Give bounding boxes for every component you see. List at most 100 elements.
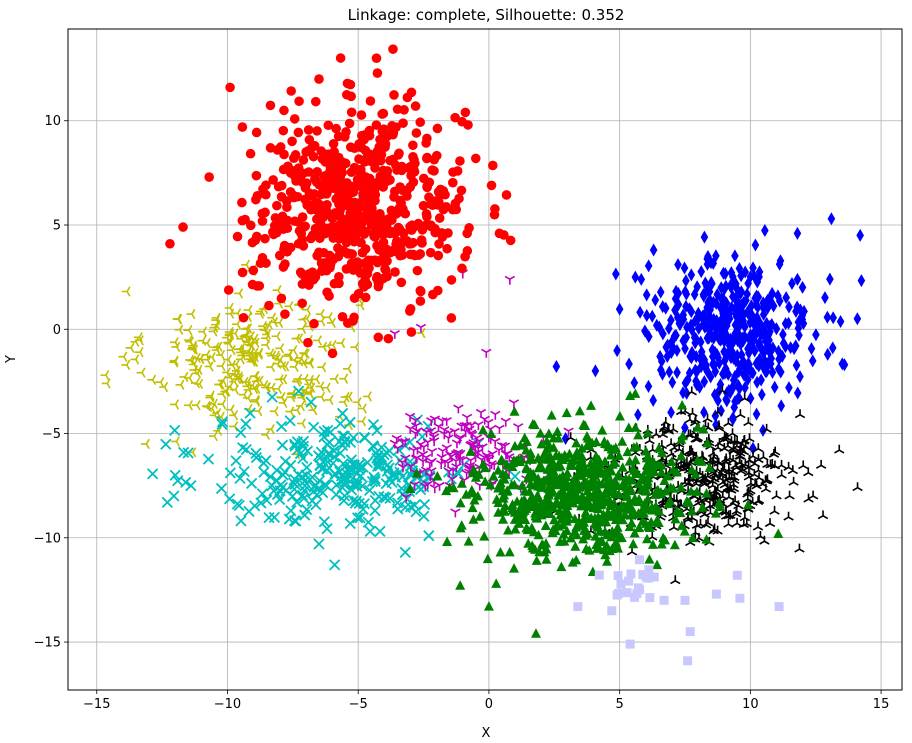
data-point [405,424,416,434]
data-point [576,493,587,503]
data-point [452,448,464,458]
data-point [354,154,364,164]
data-point [242,392,252,404]
data-point [245,477,258,490]
data-point [165,238,175,249]
data-point [273,181,284,192]
data-point [686,506,697,516]
data-point [673,366,681,380]
data-point [155,377,165,388]
data-point [631,270,640,284]
data-point [230,455,242,467]
data-point [147,374,157,385]
data-point [339,373,349,384]
data-point [504,546,515,557]
data-point [666,456,677,467]
data-point [462,246,473,256]
data-point [710,508,721,518]
data-point [597,425,608,435]
data-point [613,589,623,599]
data-point [293,127,304,138]
data-point [456,422,467,432]
data-point [755,270,763,284]
data-point [640,446,651,456]
data-point [552,359,561,373]
data-point [755,530,766,540]
data-point [286,86,296,96]
data-point [482,553,493,564]
data-point [371,53,382,63]
data-point [753,443,764,453]
data-point [561,432,570,446]
data-point [378,273,388,284]
data-point [313,335,323,346]
data-point [240,214,250,225]
data-point [742,365,750,379]
data-point [607,526,618,536]
data-point [268,175,278,185]
data-point [753,300,762,314]
data-point [309,140,320,151]
data-point [234,344,243,355]
data-point [691,433,703,443]
data-point [380,139,391,149]
data-point [312,166,323,177]
data-point [351,512,364,524]
data-point [669,341,677,355]
data-point [169,424,181,437]
data-point [752,496,764,506]
data-point [744,276,752,290]
data-point [306,233,316,244]
data-point [253,349,263,360]
data-point [543,439,554,450]
data-point [266,391,278,403]
data-point [389,329,400,339]
data-point [383,445,396,457]
data-point [660,417,671,426]
data-point [269,406,279,417]
data-point [498,493,509,503]
data-point [367,155,377,166]
data-point [556,561,567,572]
data-point [554,505,565,515]
data-point [371,120,382,130]
data-point [134,346,144,358]
data-point [719,431,730,441]
data-point [461,413,473,423]
data-point [567,557,578,567]
data-point [411,128,422,138]
data-point [369,475,381,487]
data-point [359,276,370,286]
data-point [480,476,491,486]
data-point [572,477,583,487]
data-point [508,455,519,465]
data-point [465,446,476,456]
data-point [274,250,285,261]
data-point [677,399,688,410]
data-point [304,474,316,486]
data-point [553,432,564,443]
data-point [337,157,347,167]
data-point [309,318,319,329]
data-point [467,487,478,498]
data-point [798,460,809,470]
data-point [753,464,764,474]
y-tick-label: −15 [34,636,61,651]
data-point [274,317,284,328]
data-point [539,546,550,557]
data-point [409,481,420,491]
data-point [709,485,721,495]
data-point [690,288,699,302]
data-point [737,348,746,362]
data-point [746,270,755,284]
data-point [583,433,594,443]
data-point [711,589,721,599]
data-point [614,511,625,522]
data-point [425,247,436,258]
data-point [188,359,198,370]
data-point [272,200,282,211]
data-point [234,472,246,485]
data-point [292,385,305,397]
data-point [686,386,697,396]
data-point [264,300,274,311]
